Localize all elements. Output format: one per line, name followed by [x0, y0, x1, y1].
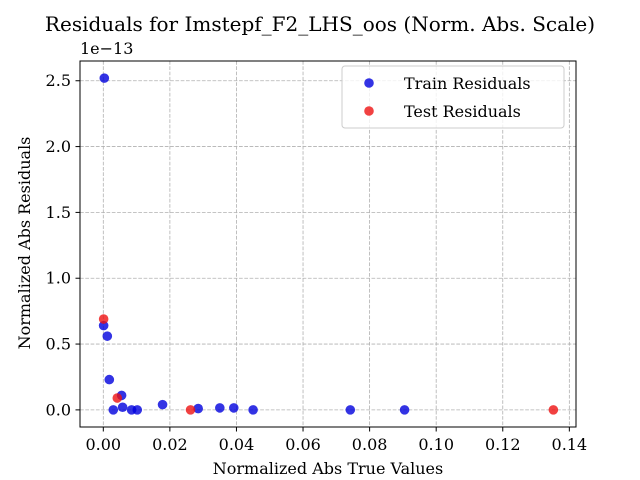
legend-label-train: Train Residuals [404, 74, 531, 93]
train-residuals-point [228, 403, 239, 413]
chart-title: Residuals for Imstepf_F2_LHS_oos (Norm. … [45, 12, 595, 36]
train-residuals-point [117, 402, 128, 413]
y-offset-label: 1e−13 [80, 39, 133, 58]
test-residuals-point [98, 314, 109, 324]
train-residuals-point [132, 405, 143, 415]
y-tick-label: 0.0 [46, 400, 71, 419]
train-residuals-point [215, 403, 225, 413]
test-residuals-point [548, 405, 559, 415]
plot-frame [79, 60, 577, 428]
x-tick-label: 0.08 [352, 435, 388, 454]
legend-marker-test [364, 106, 374, 116]
train-residuals-point [193, 403, 203, 414]
train-residuals-point [399, 405, 410, 415]
y-tick-label: 1.0 [46, 269, 71, 288]
train-residuals-point [108, 405, 119, 415]
data-points [98, 73, 559, 415]
y-axis-label: Normalized Abs Residuals [15, 137, 34, 350]
train-residuals-point [104, 374, 115, 385]
train-residuals-point [248, 405, 258, 415]
y-tick-label: 1.5 [46, 203, 71, 222]
train-residuals-point [99, 73, 110, 83]
legend-marker-train [364, 78, 374, 88]
legend-frame [341, 65, 565, 129]
x-tick-label: 0.10 [418, 435, 454, 454]
y-tick-label: 2.5 [46, 71, 71, 90]
x-axis-label: Normalized Abs True Values [213, 459, 443, 478]
x-tick-label: 0.06 [285, 435, 321, 454]
train-residuals-point [102, 331, 113, 341]
train-residuals-point [98, 320, 109, 331]
axis-ticks: 0.00 0.02 0.04 0.06 0.08 0.10 0.12 0.14 0.0 0.5 1.… [46, 71, 588, 454]
train-residuals-point [157, 399, 168, 410]
x-tick-label: 0.00 [85, 435, 121, 454]
x-tick-label: 0.02 [152, 435, 188, 454]
x-tick-label: 0.12 [485, 435, 521, 454]
x-tick-label: 0.04 [219, 435, 255, 454]
train-residuals-point [345, 405, 356, 415]
legend: Train Residuals Test Residuals [341, 65, 565, 129]
y-tick-label: 0.5 [46, 335, 71, 354]
test-residuals-point [185, 405, 196, 415]
x-tick-label: 0.14 [552, 435, 588, 454]
legend-label-test: Test Residuals [404, 102, 521, 121]
test-residuals-point [112, 393, 123, 403]
y-tick-label: 2.0 [46, 137, 71, 156]
